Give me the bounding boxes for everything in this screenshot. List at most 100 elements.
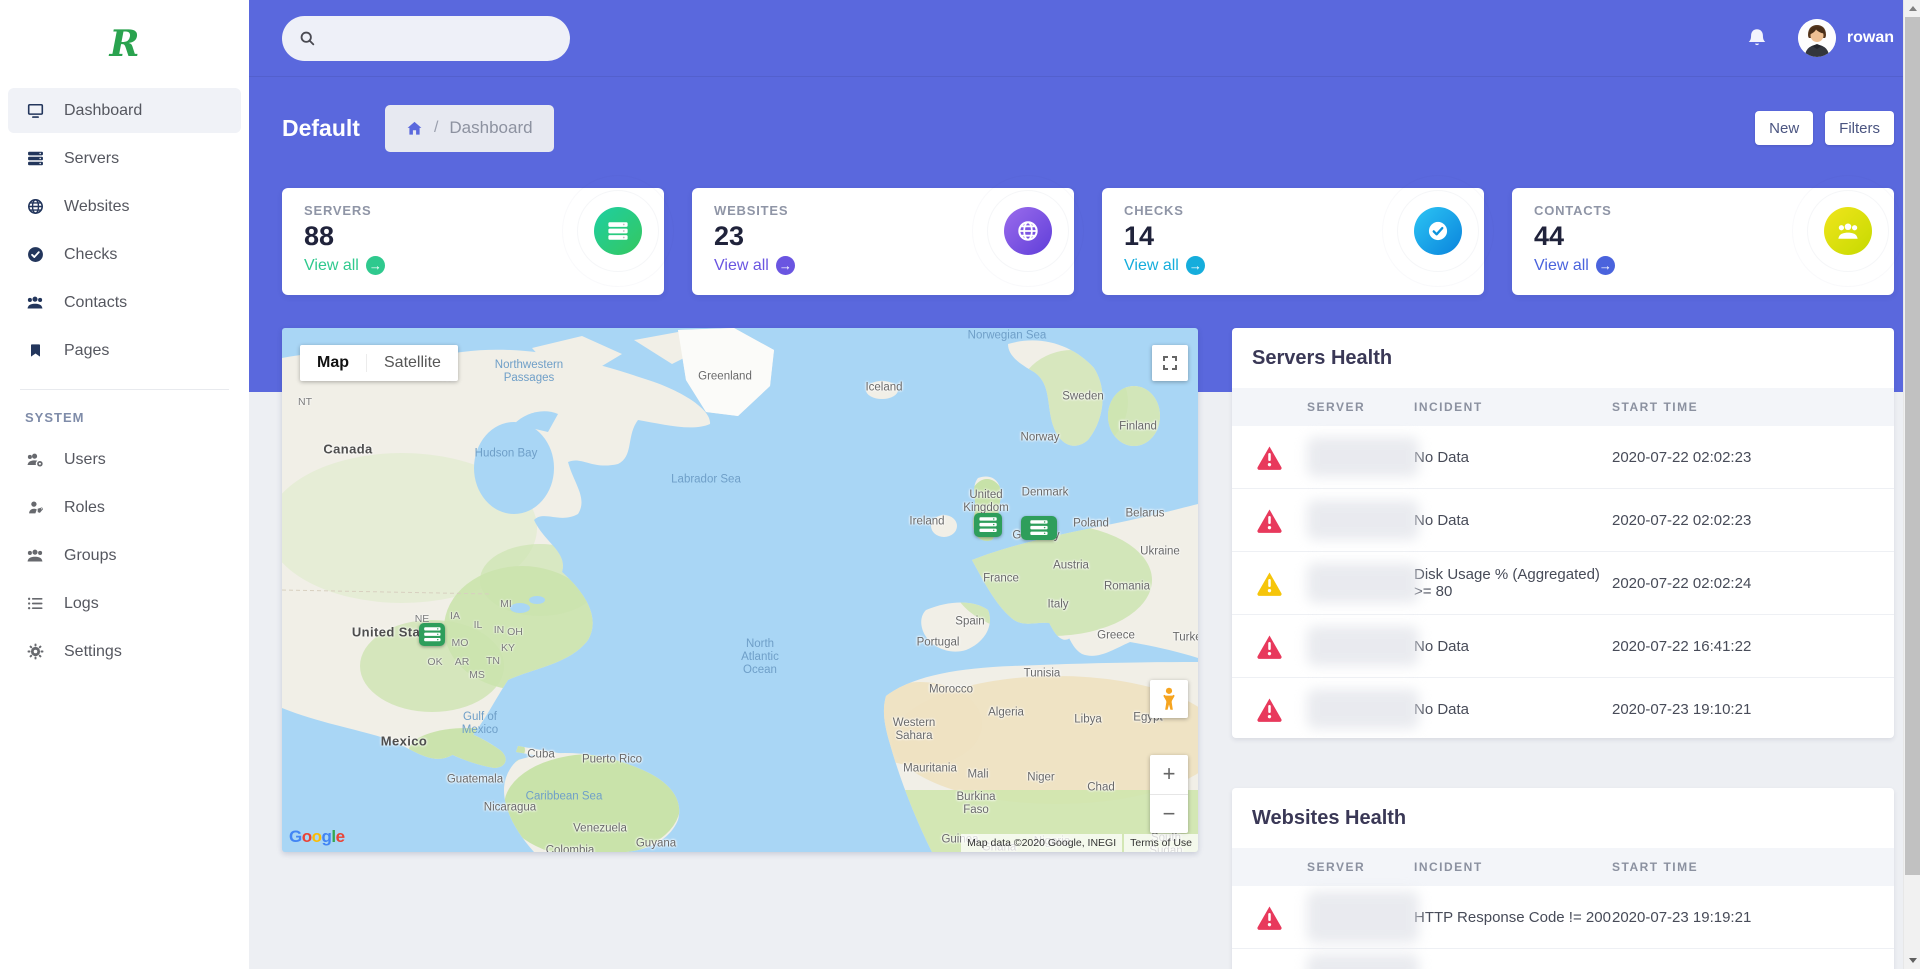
satellite-mode-button[interactable]: Satellite bbox=[366, 354, 458, 372]
sidebar-item-settings[interactable]: Settings bbox=[8, 629, 241, 674]
column-header: SERVER bbox=[1307, 860, 1366, 874]
sidebar: R Dashboard Servers Websites Checks Contacts… bbox=[0, 0, 249, 969]
google-logo-letter: o bbox=[301, 827, 312, 846]
warning-icon bbox=[1232, 634, 1307, 659]
warning-icon bbox=[1232, 697, 1307, 722]
water-label: Caribbean Sea bbox=[525, 790, 603, 803]
incident-cell: No Data bbox=[1414, 700, 1470, 718]
view-all-link[interactable]: View all → bbox=[1534, 256, 1615, 275]
filters-button[interactable]: Filters bbox=[1825, 111, 1894, 145]
view-all-link[interactable]: View all → bbox=[1124, 256, 1205, 275]
stat-card-checks: CHECKS 14 View all → bbox=[1102, 188, 1484, 295]
home-icon[interactable] bbox=[406, 120, 423, 137]
sidebar-item-checks[interactable]: Checks bbox=[8, 232, 241, 277]
water-label: North Atlantic Ocean bbox=[741, 638, 779, 677]
water-label: Hudson Bay bbox=[474, 447, 538, 460]
country-label: Greenland bbox=[698, 370, 752, 383]
country-label: Western Sahara bbox=[892, 716, 936, 742]
server-cluster-marker[interactable] bbox=[974, 513, 1002, 537]
fullscreen-button[interactable] bbox=[1152, 345, 1188, 381]
stat-info: WEBSITES 23 View all → bbox=[714, 188, 795, 295]
world-map[interactable]: Norwegian Sea Northwestern Passages Hudson… bbox=[282, 328, 1198, 852]
sidebar-item-websites[interactable]: Websites bbox=[8, 184, 241, 229]
country-label: Nicaragua bbox=[483, 801, 537, 814]
server-cluster-marker[interactable] bbox=[1021, 516, 1057, 540]
arrow-circle-icon: → bbox=[1185, 256, 1205, 275]
google-logo-letter: l bbox=[331, 827, 336, 846]
scrollbar-down-arrow[interactable] bbox=[1904, 952, 1920, 969]
content-row: Norwegian Sea Northwestern Passages Hudson… bbox=[282, 328, 1894, 969]
arrow-circle-icon: → bbox=[365, 256, 385, 275]
country-label: Tunisia bbox=[1023, 667, 1061, 680]
breadcrumb[interactable]: / Dashboard bbox=[384, 104, 554, 152]
sidebar-item-logs[interactable]: Logs bbox=[8, 581, 241, 626]
search-box[interactable] bbox=[282, 15, 570, 61]
table-row[interactable]: No Data 2020-07-23 19:10:21 bbox=[1232, 678, 1894, 738]
column-header: START TIME bbox=[1612, 860, 1699, 874]
map-type-control: Map Satellite bbox=[300, 345, 458, 381]
table-row[interactable]: No Data 2020-07-22 16:41:22 bbox=[1232, 615, 1894, 678]
incident-cell: No Data bbox=[1414, 637, 1470, 655]
scrollbar-thumb[interactable] bbox=[1905, 17, 1920, 875]
zoom-out-button[interactable]: − bbox=[1162, 800, 1176, 826]
server-cluster-marker[interactable] bbox=[419, 622, 445, 646]
table-row[interactable]: No Data 2020-07-22 02:02:23 bbox=[1232, 489, 1894, 552]
country-label: Greece bbox=[1097, 629, 1135, 642]
pegman-control[interactable] bbox=[1150, 680, 1188, 718]
table-row[interactable]: Disk Usage % (Aggregated) >= 80 2020-07-2… bbox=[1232, 552, 1894, 615]
start-time-cell: 2020-07-22 16:41:22 bbox=[1612, 637, 1752, 655]
sidebar-item-users[interactable]: Users bbox=[8, 437, 241, 482]
country-label: Denmark bbox=[1021, 486, 1069, 499]
sidebar-item-groups[interactable]: Groups bbox=[8, 533, 241, 578]
view-all-link[interactable]: View all → bbox=[304, 256, 385, 275]
topbar-right: rowan bbox=[1746, 19, 1894, 57]
stats-row: SERVERS 88 View all → WEBSITES 23 View all → CHE… bbox=[282, 188, 1894, 295]
username[interactable]: rowan bbox=[1846, 29, 1894, 46]
incident-cell: HTTP Response Code != 200 bbox=[1414, 908, 1611, 926]
sidebar-item-pages[interactable]: Pages bbox=[8, 328, 241, 373]
stat-value: 14 bbox=[1124, 221, 1155, 251]
table-row[interactable]: No Data 2020-07-22 02:02:23 bbox=[1232, 426, 1894, 489]
country-label: Norway bbox=[1020, 431, 1060, 444]
country-label: United Kingdom bbox=[963, 488, 1009, 514]
logs-icon bbox=[25, 595, 45, 612]
user-avatar[interactable] bbox=[1797, 19, 1836, 57]
view-all-label: View all bbox=[1534, 256, 1589, 274]
map-mode-button[interactable]: Map bbox=[317, 354, 349, 371]
scrollbar-up-arrow[interactable] bbox=[1904, 0, 1920, 17]
server-name-redacted bbox=[1307, 437, 1419, 477]
main-area: rowan Default / Dashboard New Filters SE… bbox=[249, 0, 1920, 969]
breadcrumb-page[interactable]: Dashboard bbox=[449, 118, 533, 137]
country-label: Mali bbox=[967, 768, 989, 781]
sidebar-item-contacts[interactable]: Contacts bbox=[8, 280, 241, 325]
search-input[interactable] bbox=[326, 28, 570, 48]
app-logo[interactable]: R bbox=[0, 0, 249, 88]
stat-card-websites: WEBSITES 23 View all → bbox=[692, 188, 1074, 295]
terms-of-use-link[interactable]: Terms of Use bbox=[1124, 834, 1198, 852]
page-scrollbar[interactable] bbox=[1903, 0, 1920, 969]
sidebar-item-dashboard[interactable]: Dashboard bbox=[8, 88, 241, 133]
bookmark-icon bbox=[25, 342, 45, 359]
role-icon bbox=[25, 499, 45, 516]
notifications-bell-icon[interactable] bbox=[1746, 27, 1768, 49]
page-actions: New Filters bbox=[1755, 111, 1894, 145]
zoom-in-button[interactable]: + bbox=[1150, 755, 1188, 795]
country-label: Niger bbox=[1027, 771, 1055, 784]
table-header: SERVER INCIDENT START TIME bbox=[1232, 848, 1894, 886]
stat-info: CONTACTS 44 View all → bbox=[1534, 188, 1615, 295]
start-time-cell: 2020-07-22 02:02:23 bbox=[1612, 448, 1752, 466]
new-button[interactable]: New bbox=[1755, 111, 1814, 145]
warning-icon bbox=[1232, 445, 1307, 470]
sidebar-section-label: SYSTEM bbox=[25, 410, 85, 425]
google-logo[interactable]: Google bbox=[289, 827, 345, 847]
sidebar-item-servers[interactable]: Servers bbox=[8, 136, 241, 181]
view-all-link[interactable]: View all → bbox=[714, 256, 795, 275]
country-label: Sweden bbox=[1062, 390, 1104, 403]
state-label: MS bbox=[469, 668, 485, 681]
sidebar-item-roles[interactable]: Roles bbox=[8, 485, 241, 530]
incident-cell: No Data bbox=[1414, 448, 1470, 466]
sidebar-item-label: Websites bbox=[64, 197, 130, 215]
logo-letter: R bbox=[109, 23, 140, 65]
